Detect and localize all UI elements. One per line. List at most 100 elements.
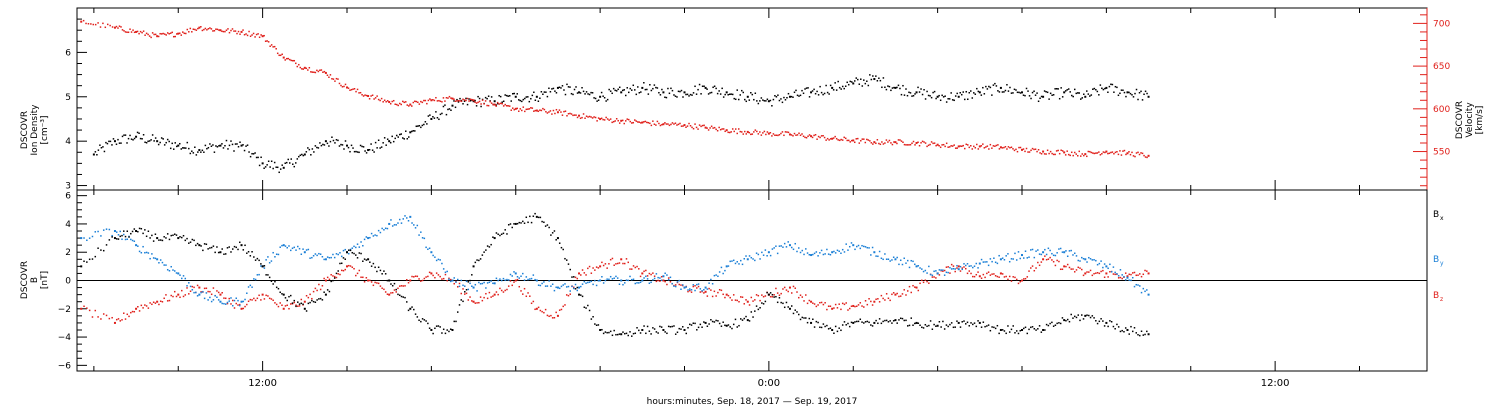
velocity-sample	[106, 23, 109, 26]
density-sample	[1061, 96, 1064, 98]
velocity-sample	[285, 57, 288, 60]
density-sample	[1055, 88, 1058, 90]
velocity-sample	[956, 147, 958, 149]
bx-sample	[193, 239, 195, 242]
velocity-sample	[335, 77, 338, 80]
density-sample	[206, 147, 208, 150]
density-sample	[832, 89, 835, 91]
by-point	[683, 286, 686, 289]
velocity-sample	[230, 29, 232, 32]
bx-sample	[820, 326, 823, 329]
velocity-sample	[266, 40, 268, 42]
by-sample	[1116, 273, 1118, 275]
bx-sample	[928, 324, 930, 327]
by-sample	[530, 277, 533, 280]
bx-sample	[885, 319, 888, 322]
velocity-sample	[423, 99, 425, 102]
by-sample	[1040, 253, 1043, 256]
bz-sample	[358, 269, 361, 272]
by-sample	[237, 299, 239, 302]
by-sample	[583, 280, 586, 283]
bz-sample	[1142, 273, 1145, 276]
bz-sample	[1007, 278, 1009, 281]
bx-sample	[520, 222, 522, 224]
velocity-sample	[90, 23, 92, 25]
bx-sample	[444, 332, 447, 335]
bx-point	[388, 279, 391, 282]
bz-sample	[949, 272, 951, 274]
bz-sample	[221, 291, 223, 294]
bx-sample	[966, 321, 969, 324]
bx-sample	[253, 256, 255, 258]
bz-sample	[933, 276, 935, 278]
velocity-axis-label-line1: DSCOVR	[1455, 101, 1465, 139]
bz-sample	[486, 297, 489, 300]
density-sample	[296, 158, 299, 160]
velocity-sample	[879, 143, 882, 146]
bz-sample	[509, 280, 512, 282]
bx-sample	[1056, 322, 1058, 325]
density-sample	[614, 89, 616, 92]
density-sample	[130, 138, 133, 140]
velocity-point	[1126, 152, 1129, 155]
bz-sample	[829, 305, 832, 307]
by-sample	[963, 263, 965, 265]
bz-point	[662, 279, 665, 282]
by-sample	[154, 257, 157, 260]
by-sample	[464, 285, 466, 287]
density-point	[409, 131, 412, 134]
velocity-sample	[611, 121, 613, 124]
by-sample	[743, 258, 746, 260]
density-sample	[1116, 86, 1118, 89]
bx-sample	[1075, 316, 1078, 319]
bz-sample	[1040, 261, 1043, 263]
density-sample	[231, 143, 234, 146]
by-sample	[142, 245, 144, 248]
density-sample	[706, 88, 708, 90]
density-sample	[679, 90, 681, 93]
by-sample	[710, 278, 712, 281]
velocity-sample	[1086, 155, 1088, 158]
velocity-sample	[1034, 148, 1037, 150]
bx-sample	[128, 236, 130, 238]
velocity-sample	[477, 101, 479, 104]
bz-sample	[564, 304, 566, 306]
by-sample	[210, 300, 213, 303]
bz-sample	[813, 303, 816, 305]
bz-sample	[991, 273, 993, 275]
bx-sample	[142, 232, 144, 235]
bz-sample	[956, 267, 958, 269]
velocity-sample	[858, 142, 861, 144]
velocity-sample	[710, 125, 713, 128]
bz-sample	[481, 299, 484, 302]
density-sample	[798, 95, 800, 97]
velocity-point	[788, 133, 791, 136]
bz-sample	[950, 263, 953, 266]
velocity-sample	[385, 101, 387, 103]
velocity-sample	[649, 122, 651, 125]
bx-sample	[137, 230, 139, 233]
by-sample	[1054, 254, 1057, 257]
velocity-sample	[1012, 148, 1014, 150]
velocity-sample	[585, 115, 588, 117]
bz-sample	[727, 294, 730, 297]
velocity-sample	[537, 110, 540, 113]
bx-point	[725, 324, 728, 327]
bz-sample	[437, 274, 440, 276]
bz-sample	[1124, 272, 1127, 274]
bz-sample	[919, 282, 921, 285]
by-sample	[502, 277, 505, 280]
bx-sample	[861, 321, 863, 323]
velocity-sample	[139, 30, 142, 33]
density-sample	[698, 83, 701, 86]
by-sample	[592, 283, 594, 286]
by-sample	[1072, 254, 1074, 256]
bx-sample	[263, 265, 266, 267]
by-sample	[754, 259, 756, 262]
bz-sample	[622, 262, 624, 265]
velocity-sample	[82, 19, 85, 22]
bx-sample	[439, 326, 441, 328]
bz-sample	[307, 296, 310, 299]
by-sample	[149, 257, 151, 260]
